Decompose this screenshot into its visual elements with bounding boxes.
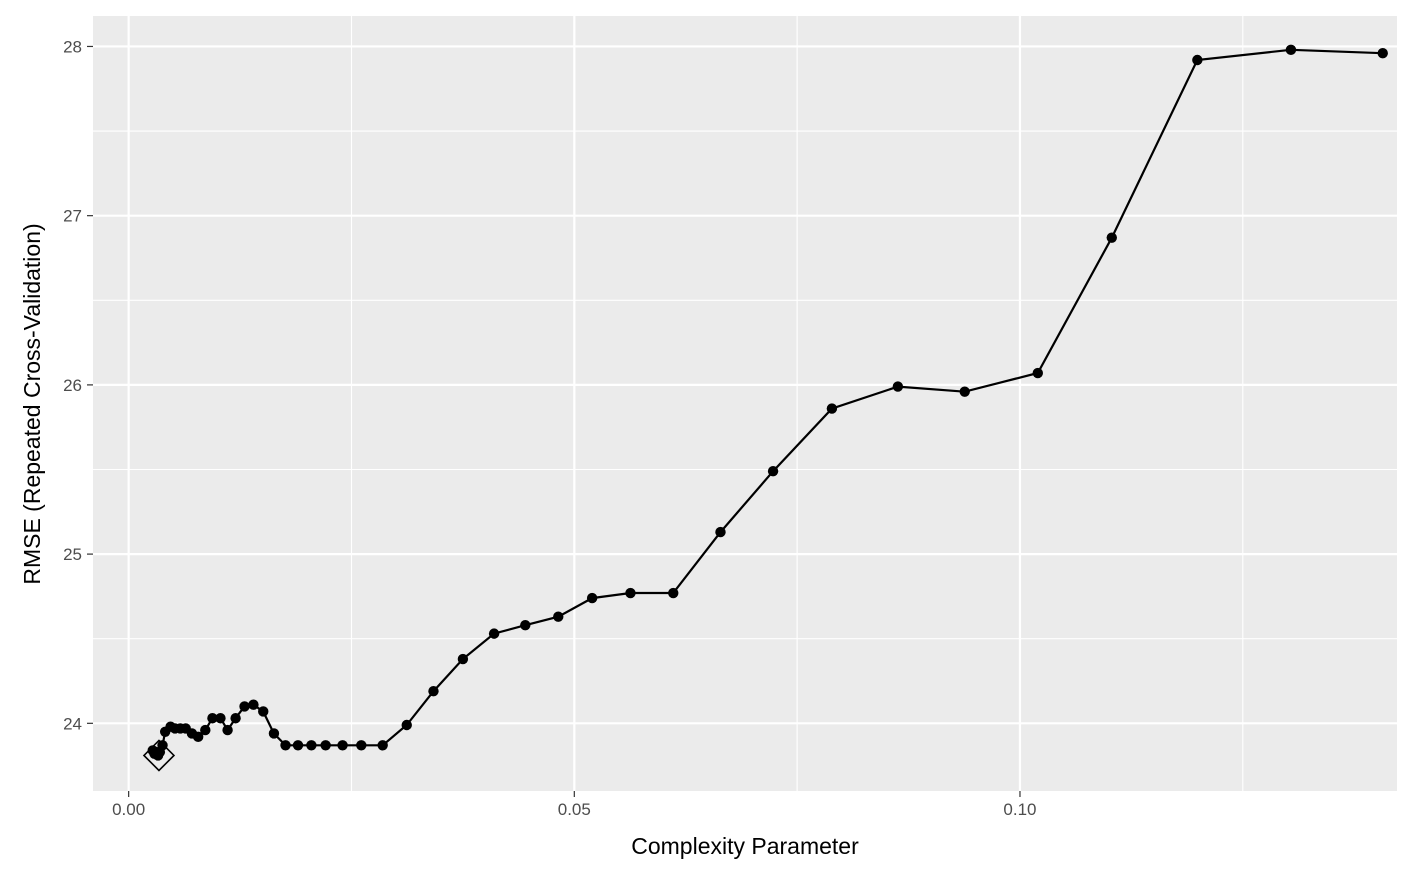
data-point xyxy=(337,740,348,751)
data-point xyxy=(1285,44,1297,56)
data-point xyxy=(280,740,291,751)
data-point xyxy=(625,587,636,599)
data-point xyxy=(356,740,367,751)
data-point xyxy=(292,740,304,751)
data-point xyxy=(488,628,500,639)
y-axis-title: RMSE (Repeated Cross-Validation) xyxy=(19,223,45,584)
data-point xyxy=(248,699,259,710)
data-point xyxy=(230,713,241,724)
data-point xyxy=(222,724,233,736)
data-point xyxy=(668,587,679,599)
data-point xyxy=(1106,232,1117,243)
data-point xyxy=(767,465,779,477)
y-tick-label: 27 xyxy=(63,207,82,226)
y-tick-label: 25 xyxy=(63,545,82,564)
x-tick-label: 0.10 xyxy=(1003,800,1036,819)
data-point xyxy=(553,611,564,622)
data-point xyxy=(1032,367,1043,379)
grid-major xyxy=(93,16,1397,791)
data-point xyxy=(428,685,439,697)
y-tick-label: 24 xyxy=(63,714,82,733)
data-point xyxy=(239,701,250,712)
x-tick-label: 0.00 xyxy=(112,800,145,819)
data-point xyxy=(457,653,469,665)
data-point xyxy=(1377,48,1388,59)
data-point xyxy=(215,713,226,724)
data-point xyxy=(520,619,531,631)
data-point xyxy=(320,740,331,751)
data-point xyxy=(892,381,904,392)
data-point xyxy=(401,719,412,731)
data-point xyxy=(586,592,598,604)
plot-panel xyxy=(93,16,1397,791)
data-point xyxy=(192,731,204,743)
data-point xyxy=(306,740,317,751)
x-tick-label: 0.05 xyxy=(558,800,591,819)
data-point xyxy=(1192,54,1203,66)
data-point xyxy=(207,713,218,724)
data-point xyxy=(268,728,280,739)
best-point-marker xyxy=(142,739,176,772)
data-point xyxy=(157,740,168,751)
data-point xyxy=(258,706,269,717)
data-point xyxy=(200,724,211,736)
y-tick-label: 28 xyxy=(63,37,82,56)
grid-minor xyxy=(93,16,1397,791)
data-point xyxy=(715,526,726,538)
data-point xyxy=(959,386,970,397)
series-layer xyxy=(142,44,1388,772)
x-axis-title: Complexity Parameter xyxy=(631,833,859,859)
data-point xyxy=(826,403,838,414)
y-tick-label: 26 xyxy=(63,376,82,395)
y-axis-ticks: 24 25 26 27 28 xyxy=(63,37,93,733)
x-axis-ticks: 0.00 0.05 0.10 xyxy=(112,791,1037,819)
data-point xyxy=(377,740,388,751)
